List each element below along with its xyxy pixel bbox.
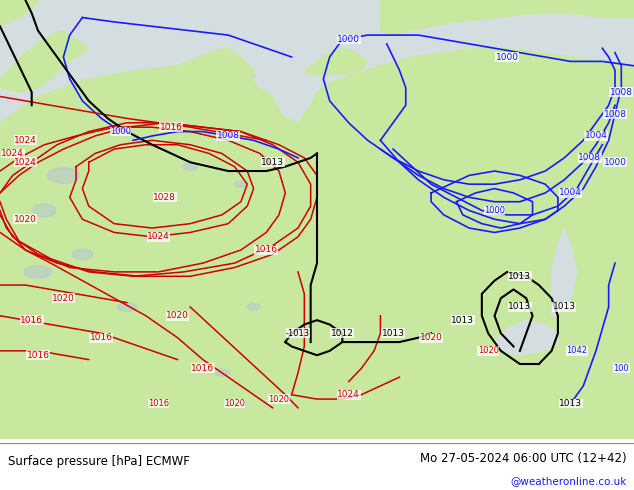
Text: 1024: 1024	[337, 390, 360, 399]
Polygon shape	[380, 0, 634, 35]
Text: 1028: 1028	[153, 193, 176, 202]
Text: 1020: 1020	[166, 311, 189, 320]
Text: Mo 27-05-2024 06:00 UTC (12+42): Mo 27-05-2024 06:00 UTC (12+42)	[420, 452, 626, 465]
Text: 1020: 1020	[268, 394, 290, 404]
Text: 1008: 1008	[578, 153, 601, 162]
Text: 1020: 1020	[52, 294, 75, 303]
Text: 1008: 1008	[610, 88, 633, 97]
Text: 1013: 1013	[559, 399, 582, 408]
Polygon shape	[254, 57, 298, 92]
Polygon shape	[552, 228, 577, 316]
Polygon shape	[247, 303, 260, 311]
Text: 1004: 1004	[559, 189, 582, 197]
Text: 1012: 1012	[331, 329, 354, 338]
Text: @weatheronline.co.uk: @weatheronline.co.uk	[510, 476, 626, 486]
Text: 100: 100	[614, 364, 629, 373]
Polygon shape	[117, 303, 136, 311]
Text: 1024: 1024	[147, 232, 170, 241]
Text: 1000: 1000	[110, 127, 131, 136]
Polygon shape	[0, 48, 634, 439]
Text: 1013: 1013	[508, 272, 531, 281]
Text: Surface pressure [hPa] ECMWF: Surface pressure [hPa] ECMWF	[8, 455, 190, 468]
Text: 1008: 1008	[604, 110, 626, 119]
Text: 1016: 1016	[148, 399, 169, 408]
Text: 1013: 1013	[508, 302, 531, 312]
Polygon shape	[33, 204, 56, 217]
Text: -1013: -1013	[286, 329, 310, 338]
Polygon shape	[48, 168, 79, 183]
Text: 1016: 1016	[160, 122, 183, 132]
Text: 1024: 1024	[1, 149, 24, 158]
Text: 1004: 1004	[585, 131, 607, 141]
Text: 1000: 1000	[484, 206, 505, 215]
Text: 1016: 1016	[20, 316, 43, 325]
Text: 1000: 1000	[604, 158, 626, 167]
Text: 1016: 1016	[255, 245, 278, 254]
Text: 1016: 1016	[27, 351, 49, 360]
Polygon shape	[304, 48, 368, 74]
Text: 1020: 1020	[224, 399, 245, 408]
Text: 1042: 1042	[566, 346, 588, 355]
Text: 1008: 1008	[217, 131, 240, 141]
Polygon shape	[0, 0, 38, 26]
Polygon shape	[0, 31, 89, 92]
Polygon shape	[24, 266, 52, 278]
Text: 1020: 1020	[477, 346, 499, 355]
Text: 1013: 1013	[553, 302, 576, 312]
Text: 1000: 1000	[496, 52, 519, 62]
Text: 1013: 1013	[382, 329, 404, 338]
Polygon shape	[214, 369, 230, 376]
Text: 1016: 1016	[90, 333, 113, 342]
Polygon shape	[495, 320, 558, 355]
Polygon shape	[183, 163, 198, 170]
Text: 1016: 1016	[191, 364, 214, 373]
Text: 1020: 1020	[420, 333, 443, 342]
Text: 1013: 1013	[451, 316, 474, 325]
Text: 1020: 1020	[14, 215, 37, 224]
Text: 1024: 1024	[14, 158, 37, 167]
Text: 1000: 1000	[337, 35, 360, 44]
Text: 1024: 1024	[14, 136, 37, 145]
Polygon shape	[72, 249, 93, 260]
Text: 1013: 1013	[261, 158, 284, 167]
Polygon shape	[235, 181, 247, 187]
